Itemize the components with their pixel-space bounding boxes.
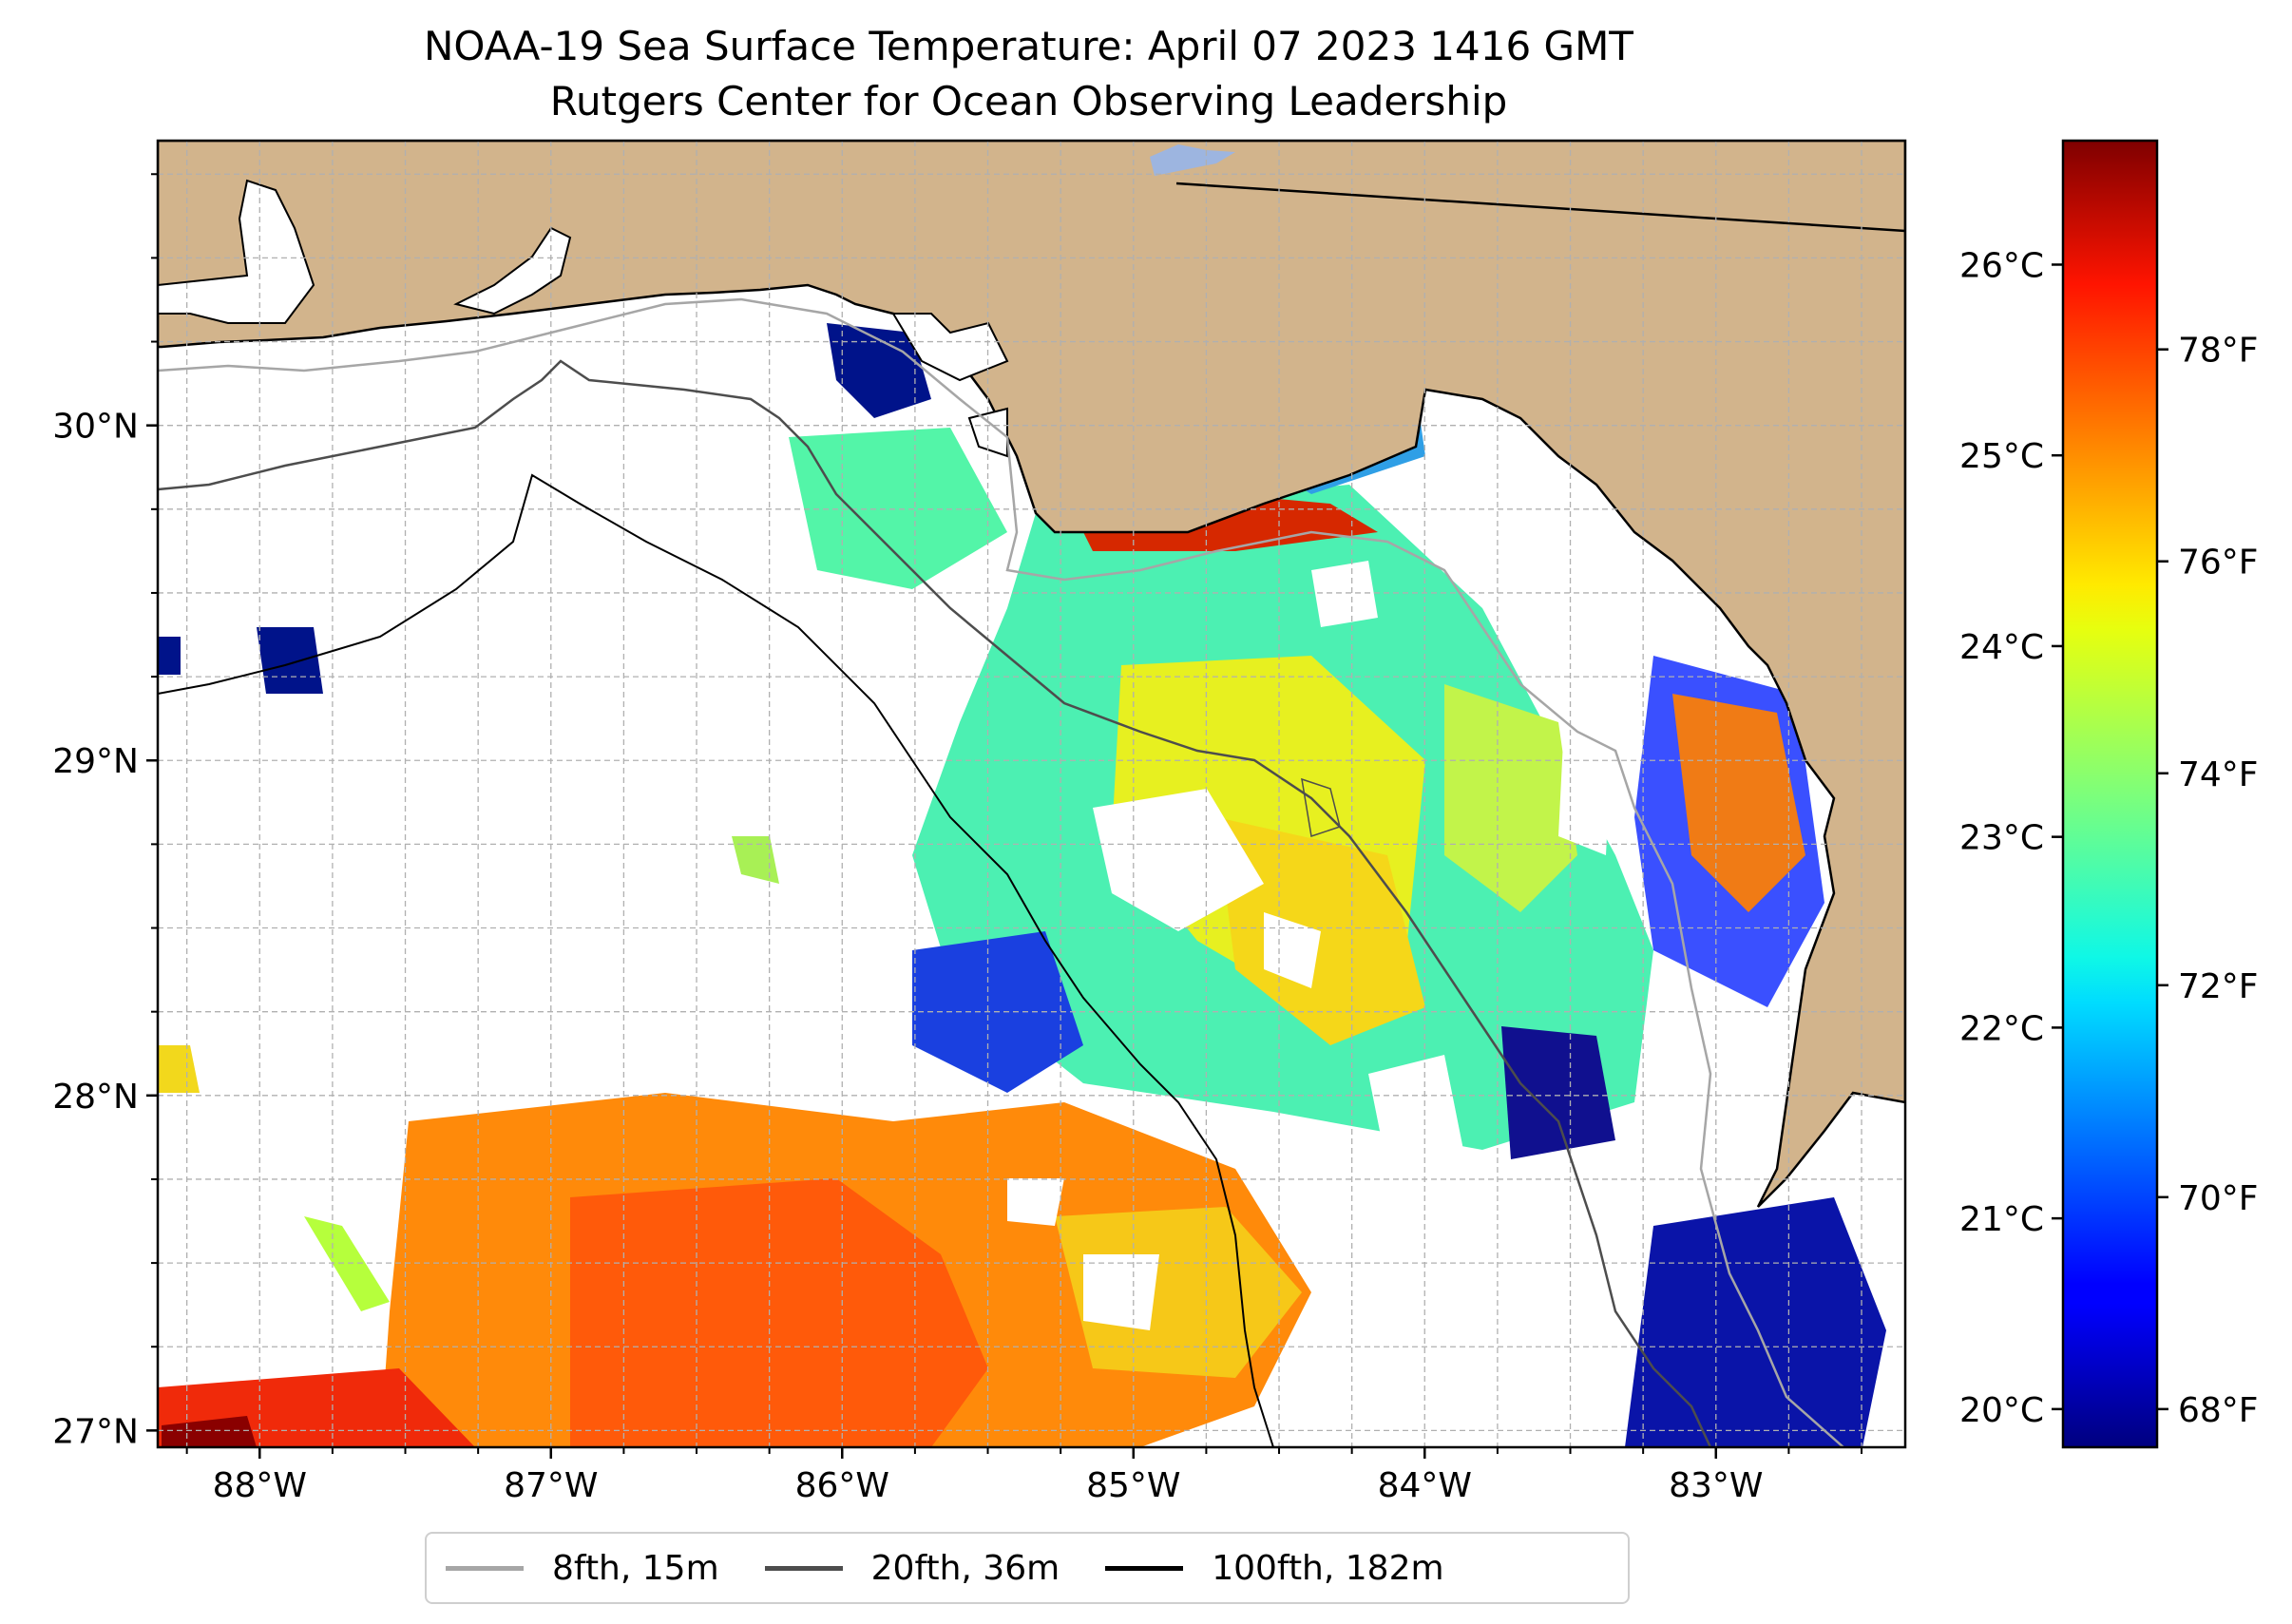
legend-item-36m: 20fth, 36m [764, 1548, 1060, 1588]
sst-data-layer [158, 323, 1886, 1447]
colorbar-celsius-axis: 20°C 21°C 22°C 23°C 24°C 25°C 26°C [1959, 246, 2063, 1430]
gridlines [158, 141, 1905, 1447]
legend-label: 100fth, 182m [1212, 1548, 1444, 1588]
map-frame [156, 139, 1907, 1449]
celsius-tick-label: 20°C [1959, 1391, 2044, 1430]
fahrenheit-tick-label: 76°F [2178, 544, 2259, 583]
legend-item-182m: 100fth, 182m [1105, 1548, 1444, 1588]
legend-swatch [764, 1565, 843, 1571]
colorbar [2061, 139, 2159, 1449]
fahrenheit-tick-label: 78°F [2178, 332, 2259, 371]
celsius-tick-label: 24°C [1959, 628, 2044, 667]
fahrenheit-tick-label: 68°F [2178, 1391, 2259, 1430]
lat-tick-label: 27°N [52, 1412, 139, 1451]
map-subtitle: Rutgers Center for Ocean Observing Leade… [549, 78, 1508, 124]
isobath-legend: 8fth, 15m 20fth, 36m 100fth, 182m [425, 1532, 1630, 1604]
lat-tick-label: 30°N [52, 408, 139, 447]
legend-swatch [1105, 1565, 1184, 1571]
map-area [158, 141, 1905, 1447]
isobath-36m [158, 359, 1712, 1447]
lon-tick-label: 87°W [504, 1466, 598, 1505]
latitude-axis: 27°N 28°N 29°N 30°N [52, 173, 158, 1451]
celsius-tick-label: 25°C [1959, 437, 2044, 476]
celsius-tick-label: 26°C [1959, 246, 2044, 285]
lake [1150, 144, 1235, 176]
lat-tick-label: 28°N [52, 1078, 139, 1117]
legend-item-15m: 8fth, 15m [446, 1549, 719, 1588]
lon-tick-label: 83°W [1669, 1466, 1763, 1505]
state-border [1175, 182, 1905, 233]
fahrenheit-tick-label: 74°F [2178, 755, 2259, 794]
fahrenheit-tick-label: 72°F [2178, 967, 2259, 1006]
celsius-tick-label: 21°C [1959, 1200, 2044, 1239]
lat-tick-label: 29°N [52, 742, 139, 781]
bays [158, 179, 1009, 458]
lon-tick-label: 88°W [213, 1466, 307, 1505]
celsius-tick-label: 22°C [1959, 1009, 2044, 1048]
map-title: NOAA-19 Sea Surface Temperature: April 0… [424, 23, 1633, 69]
lon-tick-label: 84°W [1378, 1466, 1472, 1505]
celsius-tick-label: 23°C [1959, 819, 2044, 858]
isobath-15m [158, 297, 1844, 1447]
legend-label: 20fth, 36m [870, 1548, 1060, 1588]
shoal-outline [1301, 777, 1341, 837]
fahrenheit-tick-label: 70°F [2178, 1179, 2259, 1218]
lon-tick-label: 86°W [795, 1466, 889, 1505]
lon-tick-label: 85°W [1086, 1466, 1180, 1505]
legend-swatch [446, 1565, 524, 1571]
colorbar-fahrenheit-axis: 68°F 70°F 72°F 74°F 76°F 78°F [2157, 332, 2259, 1430]
isobath-182m [158, 473, 1274, 1447]
longitude-axis: 88°W 87°W 86°W 85°W 84°W 83°W [185, 1447, 1863, 1505]
legend-label: 8fth, 15m [552, 1548, 719, 1588]
